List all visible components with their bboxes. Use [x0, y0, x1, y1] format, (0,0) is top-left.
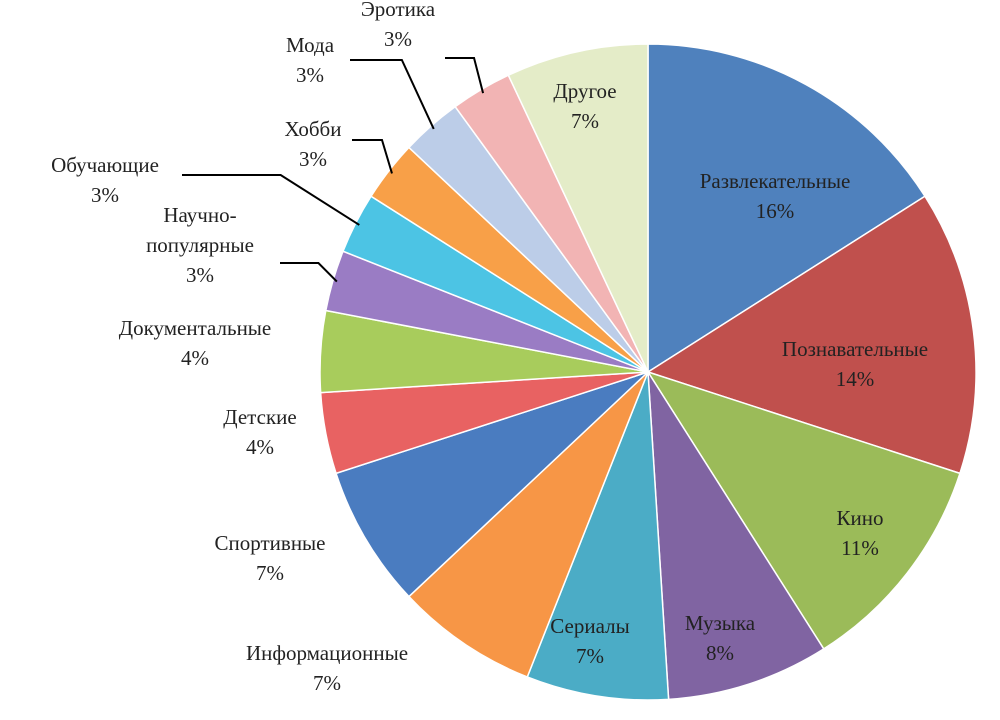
value-label: 3% [296, 63, 324, 87]
category-label: Мода [286, 33, 335, 57]
category-label: Документальные [119, 316, 271, 340]
value-label: 11% [841, 536, 879, 560]
value-label: 3% [384, 27, 412, 51]
value-label: 7% [571, 109, 599, 133]
category-label: Научно-популярные [146, 203, 254, 257]
category-label: Развлекательные [700, 169, 851, 193]
category-label: Другое [553, 79, 616, 103]
leader-line [352, 139, 393, 174]
pie-slice [526, 371, 670, 701]
value-label: 3% [299, 147, 327, 171]
category-label: Детские [223, 405, 296, 429]
pie-slice [335, 371, 649, 598]
pie-slice [507, 43, 649, 373]
category-label: Познавательные [782, 337, 928, 361]
category-label: Обучающие [51, 153, 159, 177]
leader-line [280, 262, 338, 283]
pie-slice [646, 195, 977, 475]
leader-line [445, 57, 485, 94]
leader-line [350, 59, 435, 130]
value-label: 7% [313, 671, 341, 695]
pie-slice [647, 43, 926, 374]
value-label: 3% [186, 263, 214, 287]
value-label: 7% [576, 644, 604, 668]
value-label: 14% [836, 367, 875, 391]
category-label: Сериалы [550, 614, 629, 638]
pie-slice [647, 371, 825, 701]
category-label: Информационные [246, 641, 408, 665]
value-label: 3% [91, 183, 119, 207]
value-label: 16% [756, 199, 795, 223]
leader-line [182, 174, 360, 226]
pie-slice [646, 370, 961, 650]
category-label: Музыка [685, 611, 756, 635]
category-label: Эротика [361, 0, 436, 21]
category-label: Хобби [285, 117, 342, 141]
value-label: 8% [706, 641, 734, 665]
value-label: 4% [246, 435, 274, 459]
value-label: 7% [256, 561, 284, 585]
value-label: 4% [181, 346, 209, 370]
pie-slice [407, 371, 649, 678]
category-label: Спортивные [215, 531, 326, 555]
category-label: Кино [837, 506, 884, 530]
